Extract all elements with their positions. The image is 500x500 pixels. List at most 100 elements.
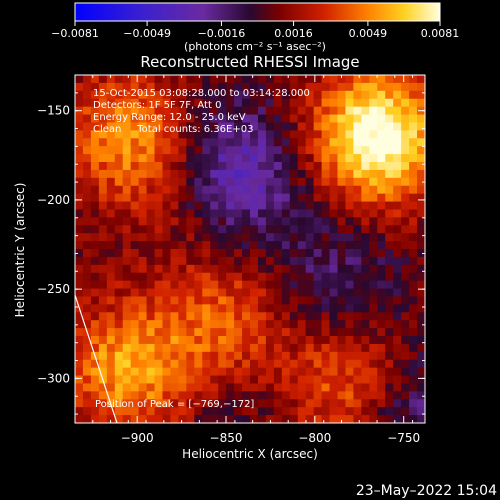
heatmap-cell: [393, 336, 402, 345]
heatmap-cell: [377, 336, 386, 345]
heatmap-cell: [361, 367, 370, 376]
heatmap-cell: [226, 177, 235, 187]
heatmap-cell: [250, 304, 259, 313]
heatmap-cell: [337, 233, 346, 242]
heatmap-cell: [321, 185, 330, 195]
heatmap-cell: [401, 280, 410, 289]
heatmap-cell: [385, 185, 394, 195]
heatmap-cell: [130, 328, 140, 337]
heatmap-cell: [178, 162, 187, 171]
heatmap-cell: [417, 367, 426, 376]
heatmap-cell: [257, 312, 267, 321]
heatmap-cell: [329, 312, 338, 321]
heatmap-cell: [377, 217, 386, 226]
heatmap-cell: [114, 162, 124, 171]
heatmap-cell: [234, 288, 243, 297]
heatmap-cell: [114, 98, 124, 108]
heatmap-cell: [250, 233, 259, 242]
heatmap-cell: [361, 201, 370, 210]
heatmap-cell: [361, 336, 370, 345]
heatmap-cell: [170, 185, 179, 195]
heatmap-cell: [385, 169, 394, 179]
heatmap-cell: [146, 217, 155, 226]
heatmap-cell: [329, 359, 338, 369]
heatmap-cell: [146, 264, 155, 274]
heatmap-cell: [385, 138, 394, 147]
heatmap-cell: [75, 241, 84, 250]
heatmap-cell: [281, 162, 291, 171]
heatmap-cell: [377, 154, 386, 163]
heatmap-cell: [361, 114, 370, 123]
heatmap-cell: [106, 106, 116, 115]
heatmap-cell: [250, 328, 259, 337]
heatmap-cell: [98, 383, 108, 392]
heatmap-cell: [114, 249, 124, 258]
heatmap-cell: [90, 304, 100, 313]
heatmap-cell: [385, 106, 394, 115]
heatmap-cell: [265, 233, 275, 242]
heatmap-cell: [154, 146, 163, 155]
heatmap-cell: [250, 288, 259, 297]
heatmap-cell: [305, 82, 315, 92]
heatmap-cell: [289, 304, 299, 313]
heatmap-cell: [194, 343, 203, 353]
heatmap-cell: [234, 296, 243, 305]
heatmap-cell: [297, 154, 307, 163]
heatmap-cell: [265, 367, 275, 376]
heatmap-cell: [417, 343, 426, 353]
heatmap-cell: [329, 351, 338, 361]
heatmap-cell: [226, 98, 235, 108]
heatmap-cell: [82, 225, 92, 234]
heatmap-cell: [186, 106, 195, 115]
heatmap-cell: [321, 304, 330, 313]
heatmap-cell: [297, 391, 307, 400]
heatmap-cell: [210, 138, 219, 147]
heatmap-cell: [210, 264, 219, 274]
heatmap-cell: [369, 90, 378, 100]
heatmap-cell: [98, 241, 108, 250]
heatmap-cell: [218, 272, 227, 282]
heatmap-cell: [417, 241, 426, 250]
heatmap-cell: [281, 106, 291, 115]
heatmap-cell: [186, 272, 195, 282]
heatmap-cell: [98, 154, 108, 163]
heatmap-cell: [218, 399, 227, 408]
annotation-clean-counts: Clean Total counts: 6.36E+03: [93, 124, 253, 135]
plot-frame: [74, 74, 426, 424]
heatmap-cell: [377, 304, 386, 313]
heatmap-cell: [202, 209, 211, 218]
heatmap-cell: [353, 280, 362, 289]
heatmap-cell: [82, 359, 92, 369]
heatmap-cell: [146, 169, 155, 179]
heatmap-cell: [186, 256, 195, 266]
heatmap-cell: [210, 122, 219, 131]
heatmap-cell: [265, 328, 275, 337]
heatmap-cell: [305, 296, 315, 305]
heatmap-cell: [393, 383, 402, 392]
heatmap-cell: [82, 114, 92, 123]
heatmap-cell: [393, 256, 402, 266]
heatmap-cell: [337, 351, 346, 361]
heatmap-cell: [202, 106, 211, 115]
heatmap-cell: [218, 138, 227, 147]
heatmap-cell: [146, 90, 155, 100]
heatmap-cell: [162, 241, 171, 250]
heatmap-cell: [313, 225, 322, 234]
heatmap-cell: [194, 162, 203, 171]
heatmap-cell: [273, 320, 283, 329]
heatmap-cell: [305, 75, 315, 84]
heatmap-cell: [393, 367, 402, 376]
heatmap-cell: [250, 399, 259, 408]
heatmap-cell: [114, 114, 124, 123]
heatmap-cell: [417, 162, 426, 171]
heatmap-cell: [162, 375, 171, 384]
heatmap-cell: [170, 75, 179, 84]
heatmap-cell: [170, 162, 179, 171]
heatmap-cell: [146, 391, 155, 400]
heatmap-cell: [297, 288, 307, 297]
heatmap-cell: [409, 336, 418, 345]
heatmap-cell: [250, 209, 259, 218]
heatmap-cell: [154, 328, 163, 337]
heatmap-cell: [170, 383, 179, 392]
heatmap-cell: [313, 288, 322, 297]
